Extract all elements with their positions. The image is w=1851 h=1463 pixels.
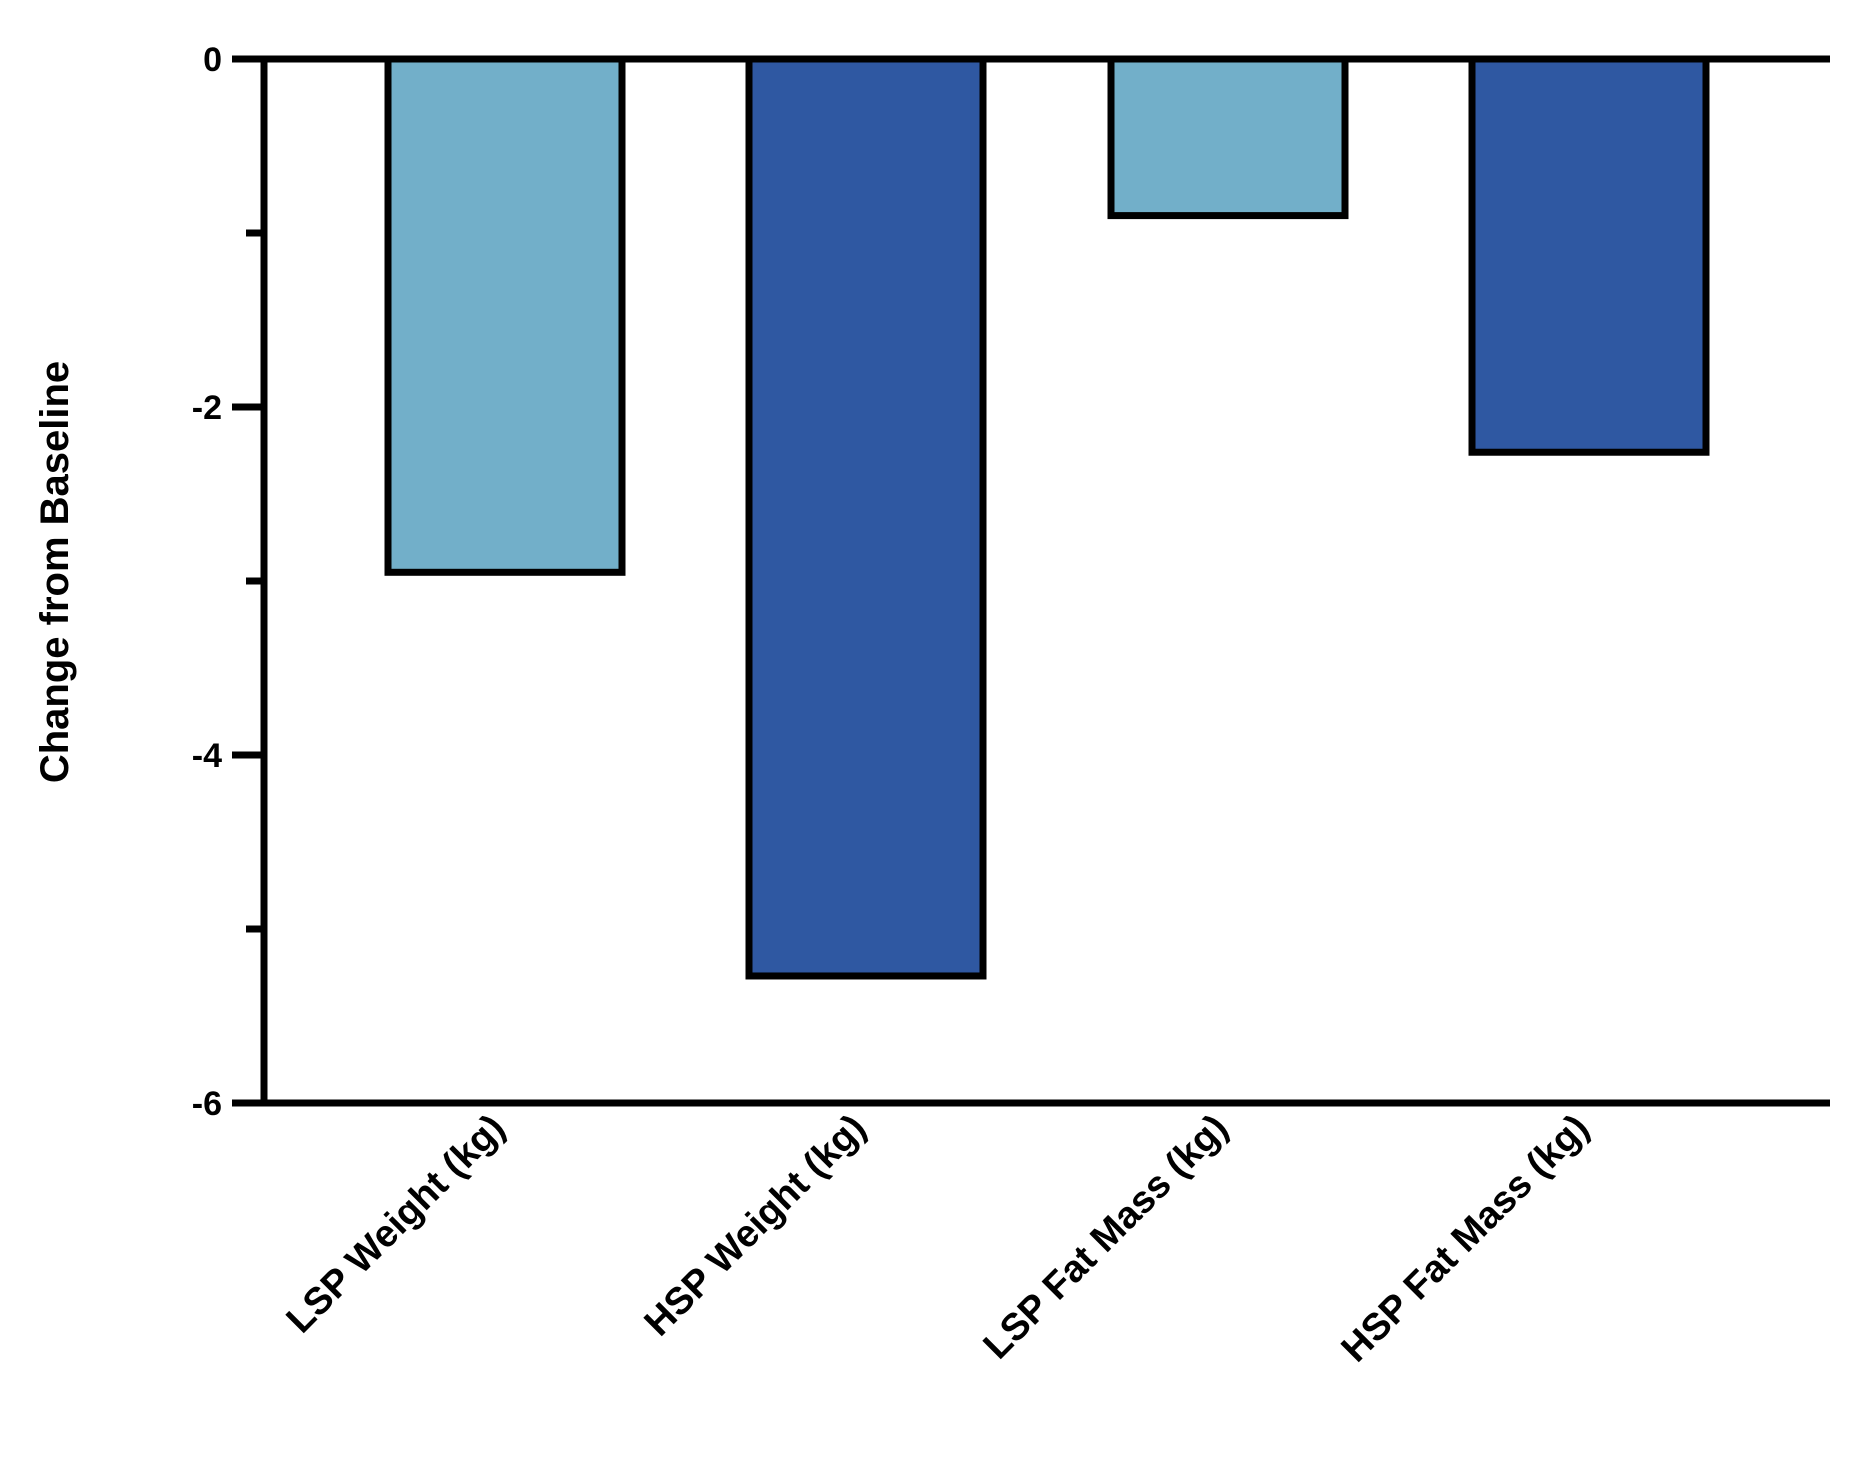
y-tick-label-4: -6	[192, 1085, 222, 1123]
y-tick-label-2: -2	[192, 389, 222, 427]
bars-layer	[384, 55, 1710, 980]
bar-4	[1468, 55, 1710, 456]
y-axis-title: Change from Baseline	[33, 361, 77, 783]
bar-3	[1107, 55, 1349, 220]
x-category-label-2: HSP Weight (kg)	[637, 1107, 875, 1345]
bar-2	[745, 55, 987, 980]
x-category-label-3: LSP Fat Mass (kg)	[976, 1107, 1237, 1368]
x-category-label-1: LSP Weight (kg)	[279, 1107, 514, 1342]
y-tick-label-1: 0	[203, 41, 222, 79]
x-category-label-4: HSP Fat Mass (kg)	[1334, 1107, 1598, 1371]
y-tick-label-3: -4	[192, 737, 222, 775]
axes-layer	[232, 55, 1830, 1107]
bar-1	[384, 55, 626, 576]
